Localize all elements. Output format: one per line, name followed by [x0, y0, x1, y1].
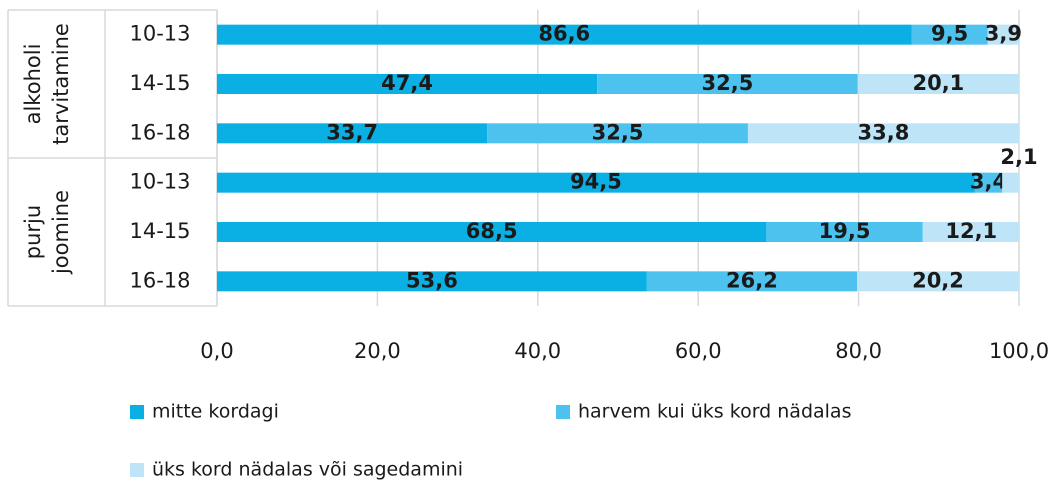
- data-label: 20,2: [912, 268, 964, 292]
- data-label: 33,7: [326, 120, 378, 144]
- data-label: 2,1: [1000, 145, 1037, 169]
- bar-segment: [217, 123, 488, 144]
- data-label: 86,6: [538, 22, 590, 46]
- data-label: 53,6: [406, 268, 458, 292]
- y-tick-label: 10-13: [129, 22, 190, 46]
- bar-segment: [217, 24, 912, 45]
- y-tick-label: 16-18: [129, 120, 190, 144]
- bar-segment: [766, 222, 923, 242]
- data-label: 33,8: [858, 120, 910, 144]
- bar-segment: [974, 172, 1003, 193]
- x-tick-label: 60,0: [675, 339, 722, 363]
- bar-segment: [856, 271, 1019, 292]
- bar-segment: [597, 74, 858, 94]
- data-label: 94,5: [570, 170, 622, 194]
- data-label: 32,5: [592, 120, 644, 144]
- bar-segment: [987, 24, 1019, 45]
- x-tick-label: 20,0: [354, 339, 401, 363]
- group-label: joomine: [49, 190, 73, 275]
- data-label: 3,9: [985, 22, 1022, 46]
- bar-segment: [1002, 172, 1019, 193]
- data-label: 47,4: [381, 71, 433, 95]
- x-tick-label: 80,0: [835, 339, 882, 363]
- data-label: 19,5: [819, 219, 871, 243]
- bar-segment: [217, 74, 598, 94]
- y-tick-label: 14-15: [129, 71, 190, 95]
- y-tick-label: 10-13: [129, 170, 190, 194]
- group-label: alkoholi: [21, 44, 45, 125]
- group-label: tarvitamine: [49, 23, 73, 145]
- legend-swatch: [130, 405, 144, 419]
- data-label: 26,2: [726, 268, 778, 292]
- data-label: 3,4: [970, 170, 1007, 194]
- y-tick-label: 16-18: [129, 268, 190, 292]
- legend-swatch: [556, 405, 570, 419]
- data-label: 12,1: [945, 219, 997, 243]
- group-label: purju: [21, 205, 45, 259]
- bar-segment: [911, 24, 988, 45]
- legend-swatch: [130, 463, 144, 477]
- x-tick-label: 0,0: [200, 339, 233, 363]
- bar-segment: [217, 222, 767, 242]
- data-label: 32,5: [702, 71, 754, 95]
- legend-label: mitte kordagi: [152, 401, 279, 423]
- bar-segment: [646, 271, 857, 292]
- data-label: 9,5: [931, 22, 968, 46]
- x-tick-label: 100,0: [989, 339, 1049, 363]
- bar-segment: [487, 123, 748, 144]
- bar-segment: [747, 123, 1019, 144]
- bar-segment: [922, 222, 1020, 242]
- y-tick-label: 14-15: [129, 219, 190, 243]
- bar-segment: [217, 271, 647, 292]
- legend-label: üks kord nädalas või sagedamini: [152, 459, 463, 481]
- data-label: 20,1: [912, 71, 964, 95]
- data-label: 68,5: [466, 219, 518, 243]
- bar-segment: [217, 172, 975, 193]
- legend-label: harvem kui üks kord nädalas: [578, 401, 851, 423]
- x-tick-label: 40,0: [514, 339, 561, 363]
- bar-segment: [857, 74, 1019, 94]
